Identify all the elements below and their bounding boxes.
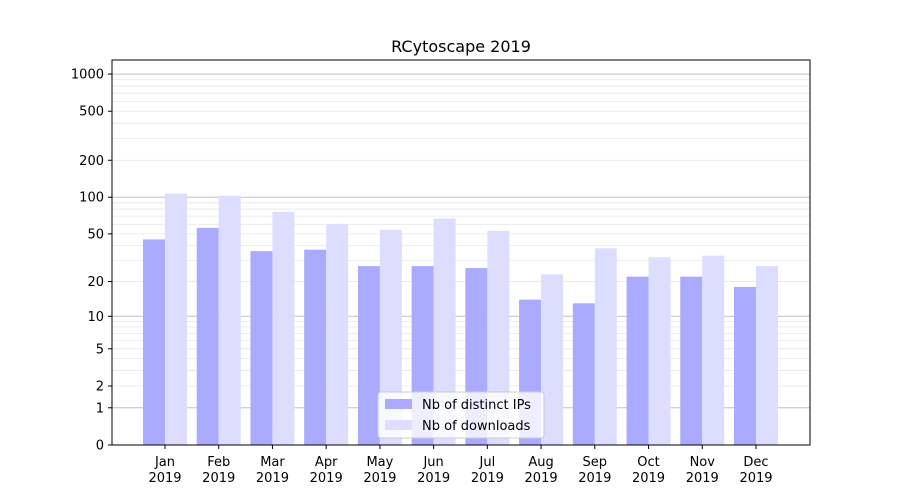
x-tick-label-month: Oct [637,455,659,470]
x-tick-label-year: 2019 [310,471,343,486]
x-tick-label-month: Feb [207,455,230,470]
bar-downloads [326,224,349,445]
x-tick-label-year: 2019 [363,471,396,486]
x-tick-label-year: 2019 [739,471,772,486]
bar-downloads [756,266,778,445]
y-tick-label: 100 [79,191,104,206]
y-tick-label: 1000 [71,68,104,83]
y-tick-label: 500 [79,105,104,120]
bar-downloads [702,255,725,445]
y-tick-label: 2 [96,380,104,395]
y-tick-label: 200 [79,154,104,169]
x-tick-label-month: Jan [154,455,175,470]
x-tick-label-year: 2019 [202,471,235,486]
y-tick-label: 50 [87,227,104,242]
bar-ips [196,227,219,445]
y-tick-label: 1 [96,401,104,416]
x-tick-label-year: 2019 [256,471,289,486]
y-tick-label: 10 [87,310,104,325]
bar-downloads [433,218,456,445]
legend-swatch-ips [385,399,412,409]
bar-ips [250,251,273,445]
bar-downloads [648,257,671,445]
legend-swatch-downloads [385,420,412,430]
x-tick-label-month: Dec [743,455,768,470]
x-tick-label-month: Nov [690,455,716,470]
x-tick-label-year: 2019 [632,471,665,486]
x-tick-label-month: Apr [315,455,338,470]
x-tick-label-year: 2019 [471,471,504,486]
bar-ips [680,276,703,445]
x-tick-label-month: Jul [479,455,496,470]
x-tick-label-year: 2019 [525,471,558,486]
y-tick-label: 20 [87,275,104,290]
bar-ips [357,266,380,445]
y-tick-label: 0 [96,439,104,454]
bar-downloads [379,229,402,445]
x-tick-label-month: Mar [260,455,285,470]
legend-label-downloads: Nb of downloads [422,419,531,434]
bar-ips [143,239,165,445]
x-tick-label-month: May [366,455,393,470]
x-tick-label-month: Sep [583,455,608,470]
legend-frame [377,391,545,439]
x-tick-label-month: Jun [422,455,443,470]
chart-title: RCytoscape 2019 [391,37,531,56]
bar-downloads [165,193,187,445]
plot-frame [111,59,811,446]
bar-ips [572,303,595,445]
bar-downloads [487,230,510,445]
bar-downloads [218,195,241,445]
y-tick-label: 5 [96,342,104,357]
legend-label-ips: Nb of distinct IPs [422,398,531,413]
bar-ips [626,276,649,445]
x-tick-label-year: 2019 [148,471,181,486]
bar-downloads [541,274,564,445]
x-tick-label-month: Aug [528,455,553,470]
y-axis: 0 1 2 5 10 20 50 100 200 500 1000 [71,68,112,454]
x-axis: Jan2019Feb2019Mar2019Apr2019May2019Jun20… [148,445,773,486]
legend: Nb of distinct IPs Nb of downloads [377,391,545,439]
x-tick-label-year: 2019 [686,471,719,486]
bar-downloads [594,248,617,445]
x-tick-label-year: 2019 [417,471,450,486]
bar-ips [734,286,756,445]
x-tick-label-year: 2019 [578,471,611,486]
bar-ips [304,249,327,445]
bar-downloads [272,211,295,445]
